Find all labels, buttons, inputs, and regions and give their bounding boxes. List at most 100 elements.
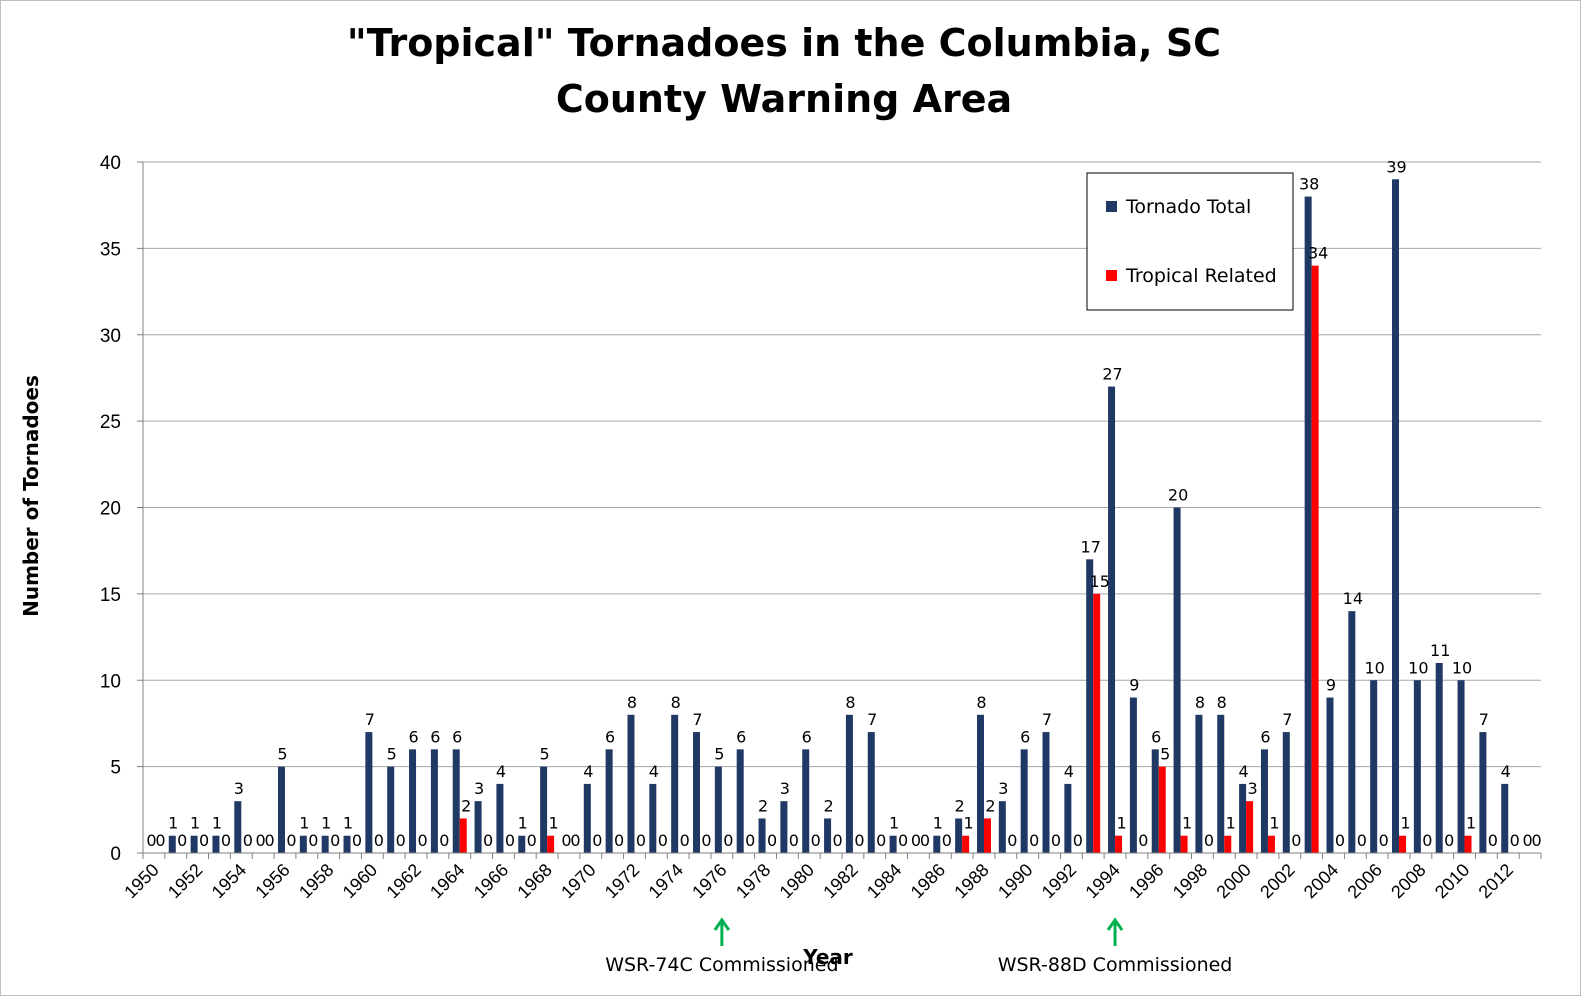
- y-tick-label-15: 15: [100, 585, 121, 606]
- x-tick-label-1954: 1954: [208, 860, 250, 902]
- y-axis: 0 5 10 15 20 25 30 35 40: [100, 153, 144, 865]
- y-tick-label-5: 5: [110, 758, 121, 779]
- data-label-total-1970: 4: [583, 762, 593, 781]
- data-label-total-1950: 0: [146, 831, 156, 850]
- data-label-tropical-1996: 5: [1160, 745, 1170, 764]
- x-tick-label-1974: 1974: [645, 860, 687, 902]
- data-label-tropical-1957: 0: [308, 831, 318, 850]
- x-tick-label-1964: 1964: [426, 860, 468, 902]
- y-tick-label-30: 30: [100, 326, 121, 347]
- data-label-total-1973: 4: [649, 762, 659, 781]
- data-label-total-1978: 2: [758, 796, 768, 815]
- bar-total-1976: [714, 766, 722, 853]
- x-axis-title: Year: [802, 945, 853, 969]
- bar-total-1991: [1042, 732, 1050, 853]
- data-label-tropical-1955: 0: [265, 831, 275, 850]
- data-label-total-1998: 8: [1195, 693, 1205, 712]
- data-label-total-1969: 0: [561, 831, 571, 850]
- bar-total-1957: [299, 835, 307, 853]
- data-label-tropical-1962: 0: [417, 831, 427, 850]
- data-label-total-1982: 8: [845, 693, 855, 712]
- y-axis-title: Number of Tornadoes: [19, 375, 43, 617]
- y-tick-label-40: 40: [100, 153, 121, 174]
- bar-total-2002: [1282, 732, 1290, 853]
- data-label-tropical-1975: 0: [701, 831, 711, 850]
- data-label-tropical-1987: 1: [964, 814, 974, 833]
- data-label-total-1964: 6: [452, 727, 462, 746]
- bar-total-1952: [190, 835, 198, 853]
- bar-tropical-1968: [547, 835, 555, 853]
- data-label-tropical-1960: 0: [374, 831, 384, 850]
- data-label-total-1951: 1: [168, 814, 178, 833]
- bar-total-1996: [1151, 749, 1159, 853]
- x-tick-label-2004: 2004: [1300, 860, 1342, 902]
- data-label-tropical-1999: 1: [1226, 814, 1236, 833]
- data-label-total-2006: 10: [1364, 658, 1384, 677]
- bar-total-1972: [627, 714, 635, 853]
- x-tick-label-2002: 2002: [1256, 860, 1298, 902]
- bar-total-1987: [955, 818, 963, 853]
- annotation-arrow-head-1: [1106, 917, 1124, 931]
- x-tick-label-2010: 2010: [1431, 860, 1473, 902]
- bar-total-1997: [1173, 507, 1181, 853]
- annotations: WSR-74C Commissioned WSR-88D Commissioned: [605, 917, 1232, 976]
- data-label-tropical-2003: 34: [1308, 244, 1328, 263]
- data-label-tropical-1991: 0: [1051, 831, 1061, 850]
- bar-total-1980: [802, 749, 810, 853]
- data-label-tropical-1990: 0: [1029, 831, 1039, 850]
- data-label-tropical-2008: 0: [1422, 831, 1432, 850]
- bar-tropical-2007: [1399, 835, 1407, 853]
- x-tick-label-2012: 2012: [1475, 860, 1517, 902]
- bar-total-1956: [277, 766, 285, 853]
- data-label-tropical-1964: 2: [461, 796, 471, 815]
- bar-total-2001: [1260, 749, 1268, 853]
- x-tick-label-1972: 1972: [601, 860, 643, 902]
- data-label-tropical-1967: 0: [527, 831, 537, 850]
- bar-total-1951: [168, 835, 176, 853]
- data-label-total-1985: 0: [911, 831, 921, 850]
- bar-total-2012: [1501, 783, 1509, 853]
- x-tick-label-1988: 1988: [950, 860, 992, 902]
- bar-total-2010: [1457, 680, 1465, 853]
- bar-total-1968: [540, 766, 548, 853]
- data-label-tropical-1953: 0: [221, 831, 231, 850]
- bar-total-1998: [1195, 714, 1203, 853]
- bar-total-1978: [758, 818, 766, 853]
- bar-tropical-2003: [1311, 265, 1319, 853]
- data-label-total-1976: 5: [714, 745, 724, 764]
- x-tick-label-1998: 1998: [1169, 860, 1211, 902]
- data-label-tropical-1952: 0: [199, 831, 209, 850]
- data-label-total-1980: 6: [802, 727, 812, 746]
- legend-label-tropical: Tropical Related: [1125, 265, 1277, 287]
- data-label-total-1958: 1: [321, 814, 331, 833]
- data-label-total-1989: 3: [998, 779, 1008, 798]
- bar-total-1959: [343, 835, 351, 853]
- bar-total-2008: [1413, 680, 1421, 853]
- data-label-tropical-2009: 0: [1444, 831, 1454, 850]
- data-label-tropical-2010: 1: [1466, 814, 1476, 833]
- x-tick-label-1990: 1990: [994, 860, 1036, 902]
- bar-tropical-1999: [1224, 835, 1232, 853]
- bar-total-1958: [321, 835, 329, 853]
- data-label-total-2000: 4: [1239, 762, 1249, 781]
- bar-total-1967: [518, 835, 526, 853]
- bar-total-1953: [212, 835, 220, 853]
- data-label-tropical-1956: 0: [286, 831, 296, 850]
- data-label-tropical-1976: 0: [723, 831, 733, 850]
- data-label-tropical-1977: 0: [745, 831, 755, 850]
- x-tick-label-2008: 2008: [1387, 860, 1429, 902]
- bar-total-1990: [1020, 749, 1028, 853]
- x-tick-label-2000: 2000: [1212, 860, 1254, 902]
- data-label-tropical-2001: 1: [1269, 814, 1279, 833]
- data-label-total-1990: 6: [1020, 727, 1030, 746]
- data-label-tropical-2013: 0: [1531, 831, 1541, 850]
- data-label-total-1971: 6: [605, 727, 615, 746]
- bar-total-2003: [1304, 196, 1312, 854]
- data-label-tropical-1979: 0: [789, 831, 799, 850]
- bar-tropical-2001: [1267, 835, 1275, 853]
- data-label-total-2008: 10: [1408, 658, 1428, 677]
- bar-total-1960: [365, 732, 373, 853]
- data-label-total-2010: 10: [1452, 658, 1472, 677]
- data-label-total-1981: 2: [823, 796, 833, 815]
